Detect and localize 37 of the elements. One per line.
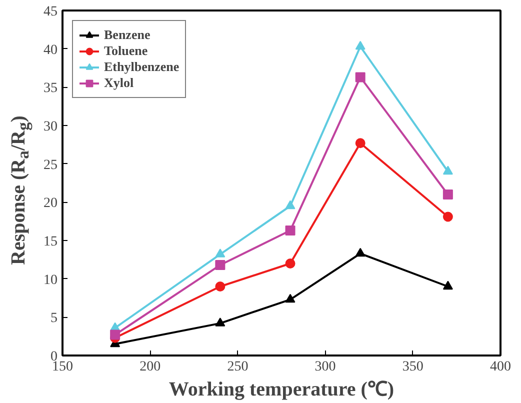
legend-label: Benzene [104, 27, 150, 43]
x-tick-label: 400 [490, 360, 511, 374]
point [215, 318, 226, 326]
point [285, 258, 296, 268]
x-tick-label: 300 [314, 360, 336, 374]
point [215, 248, 226, 258]
legend-label: Ethylbenzene [104, 59, 180, 75]
point [442, 212, 453, 222]
y-tick-label: 30 [44, 120, 58, 134]
point [442, 190, 453, 200]
point [215, 260, 226, 270]
point [110, 330, 120, 340]
point [355, 72, 366, 82]
x-tick-label: 250 [227, 360, 248, 374]
y-tick-label: 40 [44, 42, 58, 58]
point [215, 282, 226, 292]
x-tick-label: 350 [402, 360, 424, 374]
legend-label: Xylol [104, 75, 134, 91]
y-tick-label: 45 [44, 4, 58, 20]
point [285, 294, 296, 303]
point [285, 200, 296, 210]
point [442, 166, 453, 175]
point [355, 40, 366, 50]
y-tick-label: 5 [50, 311, 58, 326]
y-tick-label: 15 [44, 234, 58, 250]
point [355, 248, 366, 257]
y-tick-label: 25 [44, 158, 58, 173]
point [285, 226, 296, 236]
legend-label: Toluene [104, 43, 148, 59]
y-tick-label: 20 [44, 196, 58, 212]
y-tick-label: 10 [44, 272, 58, 288]
x-tick-label: 150 [52, 360, 73, 374]
point [355, 138, 366, 148]
x-axis-title: Working temperature (℃) [168, 378, 394, 400]
y-tick-label: 35 [44, 81, 58, 96]
x-tick-label: 200 [140, 360, 161, 374]
point [442, 280, 453, 290]
